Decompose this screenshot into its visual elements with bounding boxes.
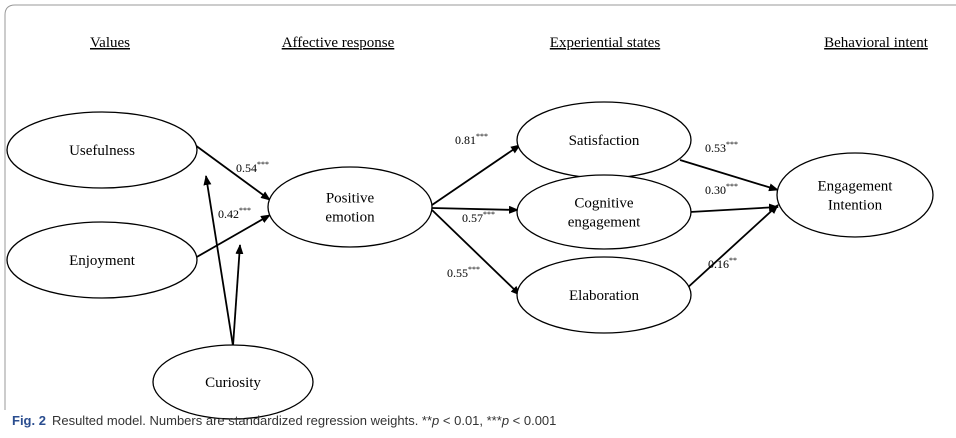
coefficient: 0.16	[708, 257, 729, 271]
arrow	[431, 144, 521, 206]
edge-label: 0.55***	[447, 265, 480, 280]
edge-label: 0.16**	[708, 256, 737, 271]
node-label: Usefulness	[69, 143, 135, 159]
coefficient: 0.42	[218, 207, 239, 221]
edge-label: 0.81***	[455, 132, 488, 147]
caption-text: < 0.001	[509, 413, 556, 428]
arrow	[203, 175, 234, 347]
node-label: Cognitive	[574, 196, 634, 212]
arrow	[232, 244, 244, 347]
node	[516, 256, 692, 334]
arrow	[431, 209, 521, 296]
significance: ***	[726, 140, 738, 149]
arrow	[684, 204, 779, 291]
caption-label: Fig. 2	[12, 413, 46, 428]
node-label: Satisfaction	[569, 133, 640, 149]
arrow	[194, 144, 271, 201]
node	[6, 111, 198, 189]
node	[6, 221, 198, 299]
frame	[4, 4, 956, 410]
arrow	[689, 203, 779, 213]
coefficient: 0.57	[462, 211, 483, 225]
column-header: Values	[90, 35, 130, 51]
significance: ***	[468, 265, 480, 274]
significance: ***	[239, 206, 251, 215]
edge-label: 0.42***	[218, 206, 251, 221]
coefficient: 0.54	[236, 161, 257, 175]
caption: Fig. 2 Resulted model. Numbers are standa…	[12, 413, 556, 428]
significance: ***	[483, 210, 495, 219]
node	[152, 344, 314, 420]
edge-label: 0.57***	[462, 210, 495, 225]
caption-text: < 0.01, ***	[439, 413, 502, 428]
node-label: Engagement	[818, 179, 894, 195]
node-label: Positive	[326, 191, 375, 207]
caption-text: p	[501, 413, 509, 428]
node-label: Curiosity	[205, 375, 261, 391]
content: Values Affective response Experiential sta…	[6, 35, 934, 428]
node	[516, 174, 692, 250]
node-label: Intention	[828, 198, 883, 214]
edge-label: 0.30***	[705, 182, 738, 197]
node	[776, 152, 934, 238]
arrow	[431, 205, 519, 214]
arrow	[194, 214, 271, 259]
significance: ***	[476, 132, 488, 141]
significance: ***	[257, 160, 269, 169]
node-label: Enjoyment	[69, 253, 136, 269]
significance: ***	[726, 182, 738, 191]
coefficient: 0.30	[705, 183, 726, 197]
caption-text: Resulted model. Numbers are standardized…	[52, 413, 432, 428]
node-label: emotion	[325, 210, 375, 226]
column-header: Behavioral intent	[824, 35, 929, 51]
node	[267, 166, 433, 248]
column-header: Affective response	[282, 35, 395, 51]
coefficient: 0.81	[455, 133, 476, 147]
significance: **	[729, 256, 737, 265]
edge-label: 0.54***	[236, 160, 269, 175]
column-header: Experiential states	[550, 35, 661, 51]
caption-text: p	[431, 413, 439, 428]
coefficient: 0.55	[447, 266, 468, 280]
edge-label: 0.53***	[705, 140, 738, 155]
node-label: engagement	[568, 215, 641, 231]
node-label: Elaboration	[569, 288, 639, 304]
arrows	[194, 144, 779, 347]
arrow	[679, 159, 779, 192]
coefficient: 0.53	[705, 141, 726, 155]
